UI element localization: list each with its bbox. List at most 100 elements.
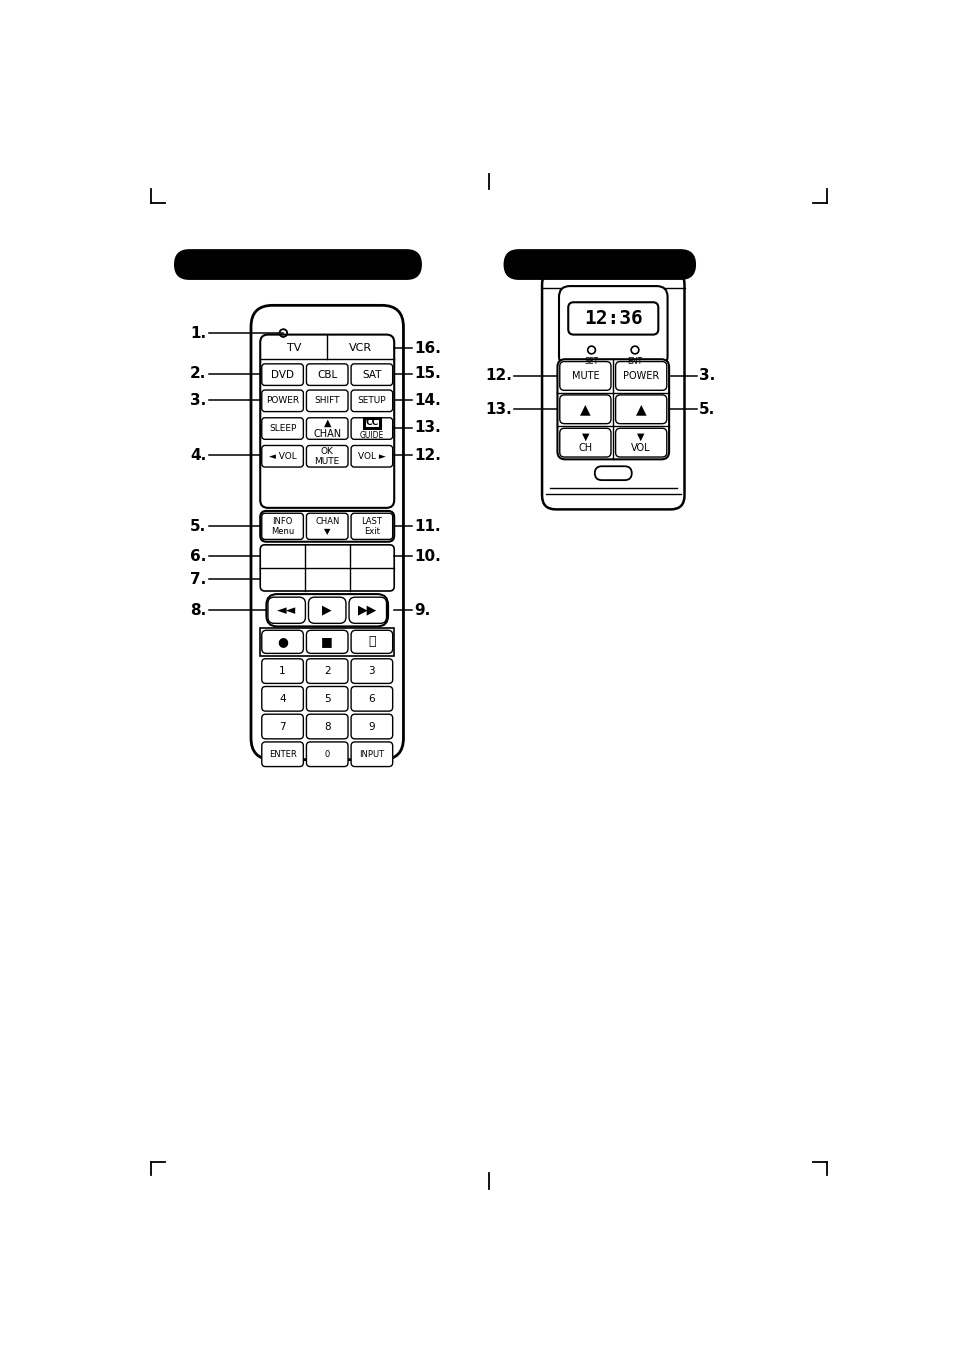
FancyBboxPatch shape: [306, 446, 348, 467]
Text: 15.: 15.: [414, 366, 440, 381]
FancyBboxPatch shape: [351, 363, 393, 385]
FancyBboxPatch shape: [261, 417, 303, 439]
FancyBboxPatch shape: [261, 686, 303, 711]
Text: ▶▶: ▶▶: [357, 604, 377, 617]
Text: INFO
Menu: INFO Menu: [271, 516, 294, 536]
Text: POWER: POWER: [266, 396, 299, 405]
FancyBboxPatch shape: [306, 659, 348, 684]
Text: 5: 5: [324, 694, 330, 704]
Text: 8.: 8.: [190, 603, 206, 617]
FancyBboxPatch shape: [349, 597, 386, 623]
FancyBboxPatch shape: [351, 715, 393, 739]
Text: CC: CC: [365, 419, 378, 427]
FancyBboxPatch shape: [351, 686, 393, 711]
Text: 3.: 3.: [190, 393, 206, 408]
Text: 1.: 1.: [190, 326, 206, 340]
Text: VCR: VCR: [349, 343, 372, 354]
FancyBboxPatch shape: [559, 394, 610, 424]
FancyBboxPatch shape: [260, 335, 394, 508]
FancyBboxPatch shape: [306, 390, 348, 412]
FancyBboxPatch shape: [503, 249, 696, 280]
FancyBboxPatch shape: [351, 390, 393, 412]
FancyBboxPatch shape: [557, 359, 668, 459]
Text: 14.: 14.: [414, 393, 440, 408]
FancyBboxPatch shape: [261, 631, 303, 654]
Text: ENT: ENT: [627, 357, 642, 366]
FancyBboxPatch shape: [351, 513, 393, 539]
FancyBboxPatch shape: [261, 715, 303, 739]
Text: POWER: POWER: [622, 372, 659, 381]
Bar: [364, 417, 379, 428]
Text: 7: 7: [279, 721, 286, 731]
Text: 13.: 13.: [414, 420, 440, 435]
Text: INPUT: INPUT: [359, 750, 384, 759]
Text: ▲
CHAN: ▲ CHAN: [313, 417, 341, 439]
FancyBboxPatch shape: [615, 428, 666, 457]
FancyBboxPatch shape: [306, 417, 348, 439]
Text: 10.: 10.: [414, 549, 440, 563]
FancyBboxPatch shape: [568, 303, 658, 335]
Text: TV: TV: [286, 343, 300, 354]
Text: 8: 8: [324, 721, 330, 731]
Text: 9.: 9.: [414, 603, 430, 617]
Text: ◄◄: ◄◄: [276, 604, 296, 617]
Text: SETUP: SETUP: [357, 396, 386, 405]
Text: LAST
Exit: LAST Exit: [361, 516, 382, 536]
Text: 11.: 11.: [414, 519, 440, 534]
FancyBboxPatch shape: [306, 513, 348, 539]
Text: SAT: SAT: [362, 370, 381, 380]
Text: 3.: 3.: [699, 369, 715, 384]
Text: 3: 3: [368, 666, 375, 676]
FancyBboxPatch shape: [351, 631, 393, 654]
FancyBboxPatch shape: [261, 513, 303, 539]
FancyBboxPatch shape: [261, 446, 303, 467]
Text: VOL ►: VOL ►: [357, 451, 385, 461]
Text: SHIFT: SHIFT: [314, 396, 339, 405]
Text: OK
MUTE: OK MUTE: [314, 447, 339, 466]
FancyBboxPatch shape: [541, 270, 684, 509]
FancyBboxPatch shape: [266, 594, 388, 627]
Text: 12:36: 12:36: [583, 309, 642, 328]
Text: CBL: CBL: [316, 370, 337, 380]
FancyBboxPatch shape: [594, 466, 631, 480]
FancyBboxPatch shape: [261, 659, 303, 684]
FancyBboxPatch shape: [261, 363, 303, 385]
FancyBboxPatch shape: [559, 428, 610, 457]
Text: 12.: 12.: [485, 369, 512, 384]
Text: ▶: ▶: [322, 604, 332, 617]
FancyBboxPatch shape: [261, 742, 303, 766]
Text: ▲: ▲: [636, 403, 646, 416]
FancyBboxPatch shape: [260, 544, 394, 590]
Text: ⏸: ⏸: [368, 635, 375, 648]
Text: GUIDE: GUIDE: [359, 431, 384, 440]
FancyBboxPatch shape: [268, 597, 305, 623]
Text: 4: 4: [279, 694, 286, 704]
Text: ◄ VOL: ◄ VOL: [269, 451, 296, 461]
Text: 5.: 5.: [699, 401, 715, 417]
Text: 12.: 12.: [414, 449, 440, 463]
Text: ▲: ▲: [579, 403, 590, 416]
Text: 6.: 6.: [190, 549, 206, 563]
Text: ▼
CH: ▼ CH: [578, 432, 592, 454]
Text: 13.: 13.: [485, 401, 512, 417]
Text: 1: 1: [279, 666, 286, 676]
FancyBboxPatch shape: [558, 286, 667, 367]
Text: SET: SET: [584, 357, 598, 366]
Text: ●: ●: [276, 635, 288, 648]
Text: ▼
VOL: ▼ VOL: [631, 432, 650, 454]
Text: 5.: 5.: [190, 519, 206, 534]
Text: 0: 0: [324, 750, 330, 759]
Text: SLEEP: SLEEP: [269, 424, 296, 434]
FancyBboxPatch shape: [351, 742, 393, 766]
Bar: [260, 628, 394, 655]
FancyBboxPatch shape: [306, 742, 348, 766]
FancyBboxPatch shape: [306, 686, 348, 711]
FancyBboxPatch shape: [308, 597, 346, 623]
FancyBboxPatch shape: [615, 394, 666, 424]
FancyBboxPatch shape: [559, 362, 610, 390]
Text: ■: ■: [321, 635, 333, 648]
Text: 2: 2: [324, 666, 330, 676]
FancyBboxPatch shape: [261, 390, 303, 412]
FancyBboxPatch shape: [306, 631, 348, 654]
Text: 16.: 16.: [414, 340, 440, 355]
